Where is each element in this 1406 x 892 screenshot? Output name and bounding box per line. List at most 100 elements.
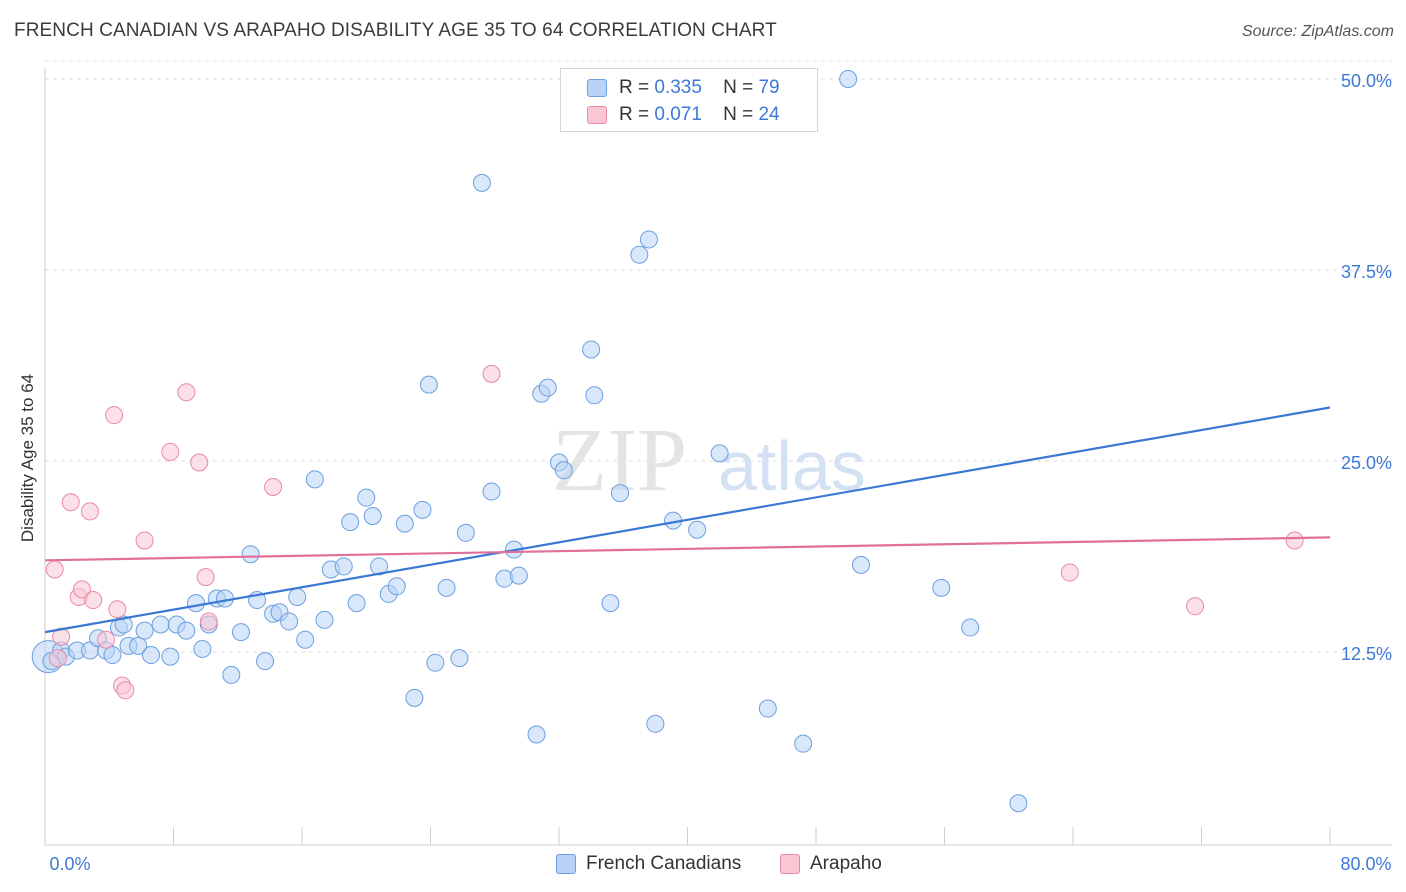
data-point: [288, 587, 307, 606]
y-axis-title: Disability Age 35 to 64: [18, 374, 37, 542]
legend-swatch-blue: [556, 854, 576, 874]
data-point: [387, 577, 406, 596]
data-point: [264, 477, 283, 496]
grid-lines: [45, 60, 1392, 653]
data-point: [794, 734, 813, 753]
data-point: [97, 630, 116, 649]
data-point: [1060, 563, 1079, 582]
data-point: [527, 725, 546, 744]
data-point: [241, 545, 260, 564]
data-point: [582, 340, 601, 359]
data-point: [334, 557, 353, 576]
data-point: [114, 615, 133, 634]
data-point: [482, 482, 501, 501]
n-label: N =: [723, 77, 754, 98]
stats-legend: R = 0.335 N = 79 R = 0.071 N = 24: [560, 68, 818, 132]
data-point: [80, 502, 99, 521]
data-point: [161, 647, 180, 666]
data-point: [630, 245, 649, 264]
data-point: [190, 453, 209, 472]
tick-labels: 12.5% 25.0% 37.5% 50.0% 0.0% 80.0%: [49, 71, 1392, 874]
data-point: [135, 531, 154, 550]
data-point: [554, 461, 573, 480]
data-point: [315, 610, 334, 629]
data-point: [142, 646, 161, 665]
data-point: [363, 507, 382, 526]
data-point: [538, 378, 557, 397]
data-point: [357, 488, 376, 507]
data-point: [437, 578, 456, 597]
legend-stats: R = 0.335 N = 79: [619, 77, 780, 99]
legend-stats: R = 0.071 N = 24: [619, 104, 780, 126]
data-point: [413, 500, 432, 519]
data-point: [129, 636, 148, 655]
trend-line: [44, 536, 1331, 562]
n-value: 79: [758, 77, 780, 98]
watermark: ZIP atlas: [552, 411, 866, 510]
data-point: [215, 589, 234, 608]
data-point: [456, 523, 475, 542]
data-point: [296, 630, 315, 649]
data-point: [509, 566, 528, 585]
chart-title: FRENCH CANADIAN VS ARAPAHO DISABILITY AG…: [14, 20, 777, 41]
data-point: [450, 649, 469, 668]
data-point: [72, 580, 91, 599]
data-point: [61, 493, 80, 512]
r-value: 0.335: [654, 77, 702, 98]
y-tick-label: 25.0%: [1341, 453, 1392, 473]
data-point: [932, 578, 951, 597]
trend-line: [44, 406, 1331, 634]
data-point: [280, 612, 299, 631]
data-point: [482, 364, 501, 383]
data-point: [305, 470, 324, 489]
y-tick-label: 12.5%: [1341, 644, 1392, 664]
data-point: [639, 230, 658, 249]
data-point: [758, 699, 777, 718]
legend-swatch-pink: [587, 106, 607, 124]
data-point: [370, 557, 389, 576]
data-point: [601, 594, 620, 613]
data-point: [84, 591, 103, 610]
trend-lines: [44, 406, 1331, 634]
data-point: [472, 173, 491, 192]
series-french-canadians: [31, 70, 1028, 813]
data-point: [186, 594, 205, 613]
data-point: [405, 688, 424, 707]
data-point: [222, 665, 241, 684]
data-point: [231, 623, 250, 642]
r-label: R =: [619, 77, 650, 98]
data-point: [177, 621, 196, 640]
data-point: [611, 484, 630, 503]
legend-label: French Canadians: [586, 853, 742, 874]
data-point: [108, 600, 127, 619]
data-point: [103, 646, 122, 665]
data-point: [341, 513, 360, 532]
data-point: [395, 514, 414, 533]
data-point: [199, 612, 218, 631]
n-value: 24: [758, 104, 780, 125]
data-point: [196, 568, 215, 587]
data-point: [151, 615, 170, 634]
legend-label: Arapaho: [810, 853, 882, 874]
legend-swatch-blue: [587, 79, 607, 97]
data-point: [45, 560, 64, 579]
data-point: [105, 406, 124, 425]
data-point: [961, 618, 980, 637]
x-tick-label: 0.0%: [49, 854, 90, 874]
data-point: [347, 594, 366, 613]
data-point: [193, 639, 212, 658]
data-point: [1186, 597, 1205, 616]
data-point: [135, 621, 154, 640]
y-tick-label: 50.0%: [1341, 71, 1392, 91]
data-point: [1009, 794, 1028, 813]
r-value: 0.071: [654, 104, 702, 125]
n-label: N =: [723, 104, 754, 125]
data-point: [426, 653, 445, 672]
data-point: [646, 714, 665, 733]
data-point: [839, 70, 858, 88]
data-point: [177, 383, 196, 402]
data-point: [161, 442, 180, 461]
data-point: [116, 681, 135, 700]
x-tick-label: 80.0%: [1340, 854, 1391, 874]
